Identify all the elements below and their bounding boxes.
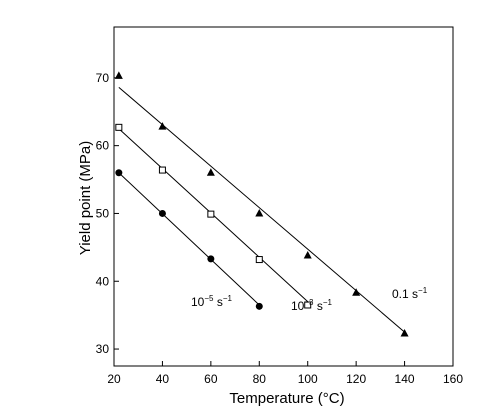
point-series-2-3 <box>255 302 263 310</box>
point-series-0-1 <box>158 122 167 130</box>
x-tick-label-140: 140 <box>395 372 415 386</box>
point-series-0-6 <box>400 328 409 337</box>
point-series-1-4 <box>304 301 312 309</box>
x-tick-label-60: 60 <box>204 372 218 386</box>
series-label-1e-3: 10−3 s−1 <box>291 298 333 313</box>
point-series-1-0 <box>115 123 123 131</box>
point-series-1-2 <box>207 210 215 218</box>
y-tick-label-40: 40 <box>96 274 110 288</box>
point-series-0-5 <box>352 288 361 296</box>
plot-frame <box>113 26 454 367</box>
point-series-2-2 <box>207 255 215 263</box>
x-tick-label-80: 80 <box>253 372 267 386</box>
series-label-0.1: 0.1 s−1 <box>392 286 428 301</box>
x-tick-label-40: 40 <box>156 372 170 386</box>
x-axis-title: Temperature (°C) <box>229 390 344 407</box>
fit-line-series-2 <box>118 172 260 306</box>
point-series-0-2 <box>206 168 215 176</box>
y-axis-title: Yield point (MPa) <box>77 141 94 256</box>
point-series-1-3 <box>255 256 263 264</box>
y-tick-label-60: 60 <box>96 139 110 153</box>
y-tick-label-50: 50 <box>96 206 110 220</box>
x-tick-label-100: 100 <box>298 372 318 386</box>
point-series-1-1 <box>158 166 166 174</box>
series-label-1e-5: 10−5 s−1 <box>191 294 233 309</box>
y-tick-label-70: 70 <box>96 71 110 85</box>
x-tick-label-20: 20 <box>107 372 121 386</box>
point-series-0-4 <box>303 250 312 259</box>
x-tick-label-120: 120 <box>346 372 366 386</box>
point-series-2-0 <box>115 169 123 177</box>
point-series-0-3 <box>255 208 264 217</box>
y-tick-label-30: 30 <box>96 342 110 356</box>
point-series-0-0 <box>114 71 123 79</box>
point-series-2-1 <box>158 209 166 217</box>
x-tick-label-160: 160 <box>443 372 463 386</box>
